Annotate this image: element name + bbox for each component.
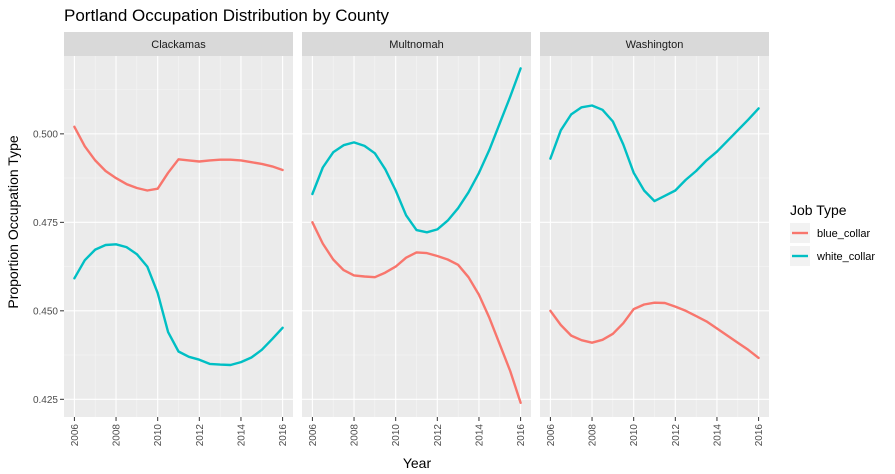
series-line-blue_collar [549,301,760,360]
x-tick-label: 2008 [588,424,599,447]
panel-multnomah: Multnomah 2006 2008 2010 2012 2014 2016 [302,32,531,446]
series-line-white_collar [549,104,760,203]
legend-label: white_collar [816,251,875,263]
facet-strip [302,32,531,56]
facet-strip [540,32,769,56]
facet-strip-label: Multnomah [389,39,443,51]
x-tick-label: 2014 [236,424,247,447]
x-tick-label: 2008 [350,424,361,447]
x-tick-label: 2010 [629,424,640,447]
y-tick-label: 0.500 [33,129,58,140]
facet-strip-label: Washington [626,39,684,51]
chart-title: Portland Occupation Distribution by Coun… [64,6,390,25]
x-tick-label: 2006 [546,424,557,447]
panels: Clackamas 2006 2008 2010 2012 2014 2016 0.425 0.… [33,32,769,446]
legend-label: blue_collar [817,228,871,240]
x-tick-label: 2014 [474,424,485,447]
x-tick-label: 2006 [70,424,81,447]
panel-washington: Washington 2006 2008 2010 2012 2014 2016 [540,32,769,446]
x-tick-label: 2006 [308,424,319,447]
x-tick-label: 2016 [278,424,289,447]
legend-title: Job Type [790,202,847,218]
series-line-white_collar [73,243,284,367]
legend: Job Type blue_collar white_collar [790,202,875,266]
x-tick-label: 2010 [153,424,164,447]
x-tick-label: 2012 [195,424,206,447]
series-line-white_collar [311,67,522,234]
facet-strip [64,32,293,56]
facet-strip-label: Clackamas [151,39,206,51]
y-axis-title: Proportion Occupation Type [5,135,21,309]
x-tick-label: 2014 [712,424,723,447]
x-tick-label: 2008 [112,424,123,447]
series-line-blue_collar [311,221,522,404]
x-tick-label: 2012 [671,424,682,447]
series-line-blue_collar [73,125,284,192]
y-tick-label: 0.425 [33,395,58,406]
x-tick-label: 2012 [433,424,444,447]
y-tick-label: 0.475 [33,218,58,229]
x-axis-title: Year [403,455,432,471]
panel-clackamas: Clackamas 2006 2008 2010 2012 2014 2016 0.425 0.… [33,32,293,446]
y-tick-label: 0.450 [33,306,58,317]
x-tick-label: 2016 [516,424,527,447]
x-tick-label: 2016 [754,424,765,447]
x-tick-label: 2010 [391,424,402,447]
